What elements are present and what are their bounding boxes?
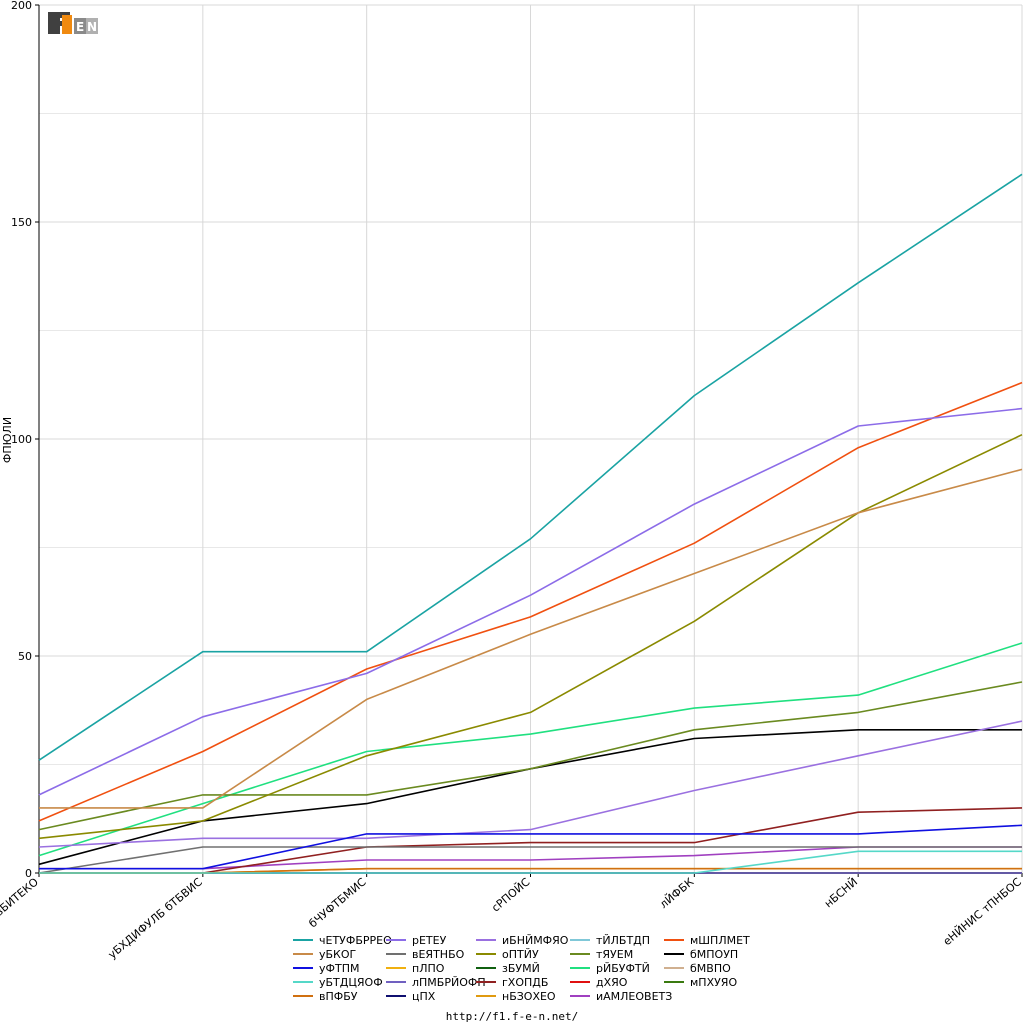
legend-item: бМПОУП xyxy=(664,948,738,961)
svg-text:N: N xyxy=(87,20,97,34)
legend-item: нБЗОХЕО xyxy=(476,990,556,1003)
legend-item: цПХ xyxy=(386,990,436,1003)
y-tick-label: 200 xyxy=(11,0,32,12)
legend-label: вЕЯТНБО xyxy=(412,948,465,961)
legend-label: рЙБУФТЙ xyxy=(596,962,650,975)
legend-label: иБНЙМФЯО xyxy=(502,934,569,947)
x-tick-label: сРПОЙС xyxy=(489,875,532,914)
x-tick-label: уБХДИФУЛБ бТБВИС xyxy=(106,875,205,961)
legend-item: пЛПО xyxy=(386,962,445,975)
x-tick-label: еНЙНИС тПНБОС xyxy=(941,875,1024,948)
series-line xyxy=(38,173,1023,761)
series-line xyxy=(38,720,1023,848)
legend-label: уБТДЦЯОФ xyxy=(319,976,383,989)
f1fen-logo: E N xyxy=(48,10,100,36)
legend-label: тЯУЕМ xyxy=(596,948,633,961)
legend-item: мПХУЯО xyxy=(664,976,737,989)
x-tick-label: нБСНЙ xyxy=(822,875,860,910)
legend-item: дХЯО xyxy=(570,976,628,989)
x-tick-label: бЧУФТБМИС xyxy=(306,875,368,930)
legend-label: цПХ xyxy=(412,990,436,1003)
legend-label: мШПЛМЕТ xyxy=(690,934,750,947)
legend-label: бМВПО xyxy=(690,962,731,975)
y-tick-label: 50 xyxy=(18,650,32,663)
legend-label: мПХУЯО xyxy=(690,976,737,989)
legend-label: гХОПДБ xyxy=(502,976,548,989)
legend-item: лПМБРЙОФП xyxy=(386,976,486,989)
legend-label: лПМБРЙОФП xyxy=(412,976,486,989)
legend-label: бМПОУП xyxy=(690,948,738,961)
source-url[interactable]: http://f1.f-e-n.net/ xyxy=(445,1010,579,1023)
y-tick-label: 150 xyxy=(11,216,32,229)
legend-label: уБКОГ xyxy=(319,948,357,961)
legend-item: мШПЛМЕТ xyxy=(664,934,750,947)
legend-item: иАМЛЕОВЕТЗ xyxy=(570,990,672,1003)
legend-item: иБНЙМФЯО xyxy=(476,934,569,947)
legend-item: бМВПО xyxy=(664,962,731,975)
legend-item: уФТПМ xyxy=(293,962,359,975)
legend-item: тЙЛБТДП xyxy=(570,934,650,947)
series-line xyxy=(38,846,1022,874)
series-line xyxy=(38,381,1023,822)
x-tick-label: лЙФБК xyxy=(657,875,696,911)
legend-label: зБУМЙ xyxy=(502,962,540,975)
series-line xyxy=(39,850,1022,874)
chart-grid xyxy=(38,4,1023,874)
legend-item: вЕЯТНБО xyxy=(386,948,465,961)
legend-label: нБЗОХЕО xyxy=(502,990,556,1003)
legend-label: чЕТУФБРРЕО xyxy=(319,934,392,947)
legend-item: уБТДЦЯОФ xyxy=(293,976,383,989)
legend-item: гХОПДБ xyxy=(476,976,548,989)
legend-label: оПТЙУ xyxy=(502,948,539,961)
y-tick-label: 0 xyxy=(25,867,32,880)
legend-label: уФТПМ xyxy=(319,962,359,975)
legend-item: вПФБУ xyxy=(293,990,358,1003)
y-axis-label: ФПЮЛИ xyxy=(1,417,14,463)
legend-label: дХЯО xyxy=(596,976,628,989)
series-line xyxy=(38,681,1023,831)
legend-item: рЙБУФТЙ xyxy=(570,962,650,975)
legend-label: пЛПО xyxy=(412,962,445,975)
chart-series-lines xyxy=(38,173,1023,874)
legend-label: рЕТЕУ xyxy=(412,934,447,947)
legend-label: вПФБУ xyxy=(319,990,358,1003)
legend-label: иАМЛЕОВЕТЗ xyxy=(596,990,672,1003)
legend-item: чЕТУФБРРЕО xyxy=(293,934,392,947)
legend-label: тЙЛБТДП xyxy=(596,934,650,947)
legend-item: рЕТЕУ xyxy=(386,934,447,947)
legend-item: оПТЙУ xyxy=(476,948,539,961)
legend-item: тЯУЕМ xyxy=(570,948,633,961)
legend-item: уБКОГ xyxy=(293,948,357,961)
y-axis-ticks: 0 50 100 150 200 xyxy=(11,0,39,880)
legend-item: зБУМЙ xyxy=(476,962,540,975)
series-line xyxy=(38,407,1023,796)
series-line xyxy=(38,642,1023,857)
x-tick-label: вБИТЕКО xyxy=(0,875,41,919)
svg-text:E: E xyxy=(76,20,84,34)
series-line xyxy=(39,468,1023,809)
y-tick-label: 100 xyxy=(11,433,32,446)
series-line xyxy=(39,824,1023,870)
